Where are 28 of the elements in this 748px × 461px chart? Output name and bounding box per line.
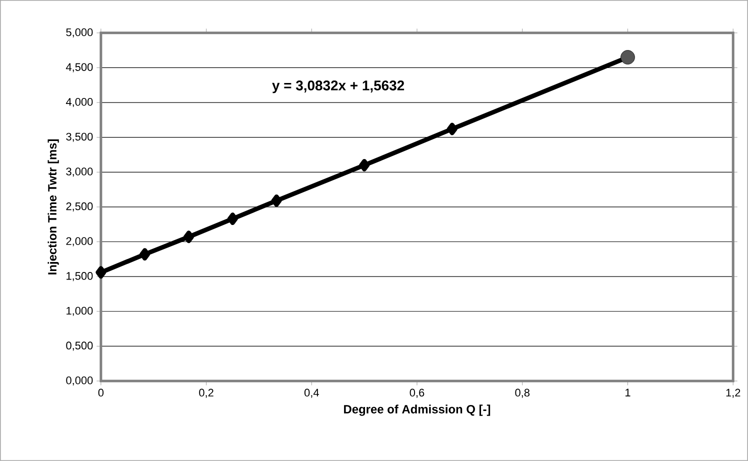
x-tick-label: 0,4 — [304, 388, 319, 398]
y-tick-label: 2,000 — [66, 237, 93, 246]
y-tick-label: 4,500 — [66, 63, 93, 72]
x-tick-label: 0,8 — [515, 388, 530, 398]
point — [140, 248, 150, 261]
x-tick-label: 0,6 — [410, 388, 424, 398]
y-tick-label: 4,000 — [66, 98, 93, 108]
point — [271, 194, 282, 207]
y-axis-title: Injection Time Twtr [ms] — [48, 139, 59, 274]
x-axis-title: Degree of Admission Q [-] — [344, 404, 490, 416]
point — [359, 158, 370, 172]
x-tick-label: 1,2 — [726, 388, 740, 398]
y-tick-label: 0,000 — [66, 376, 93, 386]
y-tick-label: 1,500 — [66, 272, 93, 282]
y-tick-label: 3,000 — [66, 168, 93, 177]
x-tick-label: 0 — [98, 388, 104, 397]
point — [184, 230, 194, 244]
point — [446, 122, 458, 136]
point — [96, 266, 106, 279]
y-tick-label: 1,000 — [66, 306, 93, 316]
y-tick-label: 0,500 — [66, 342, 93, 351]
point — [227, 212, 238, 226]
annotation: y = 3,0832x + 1,5632 — [272, 80, 404, 94]
x-tick-label: 0,2 — [199, 388, 214, 398]
y-tick-label: 5,000 — [66, 28, 93, 38]
y-tick-label: 2,500 — [66, 202, 93, 212]
x-tick-label: 1 — [626, 388, 630, 396]
y-tick-label: 3,500 — [66, 132, 93, 142]
